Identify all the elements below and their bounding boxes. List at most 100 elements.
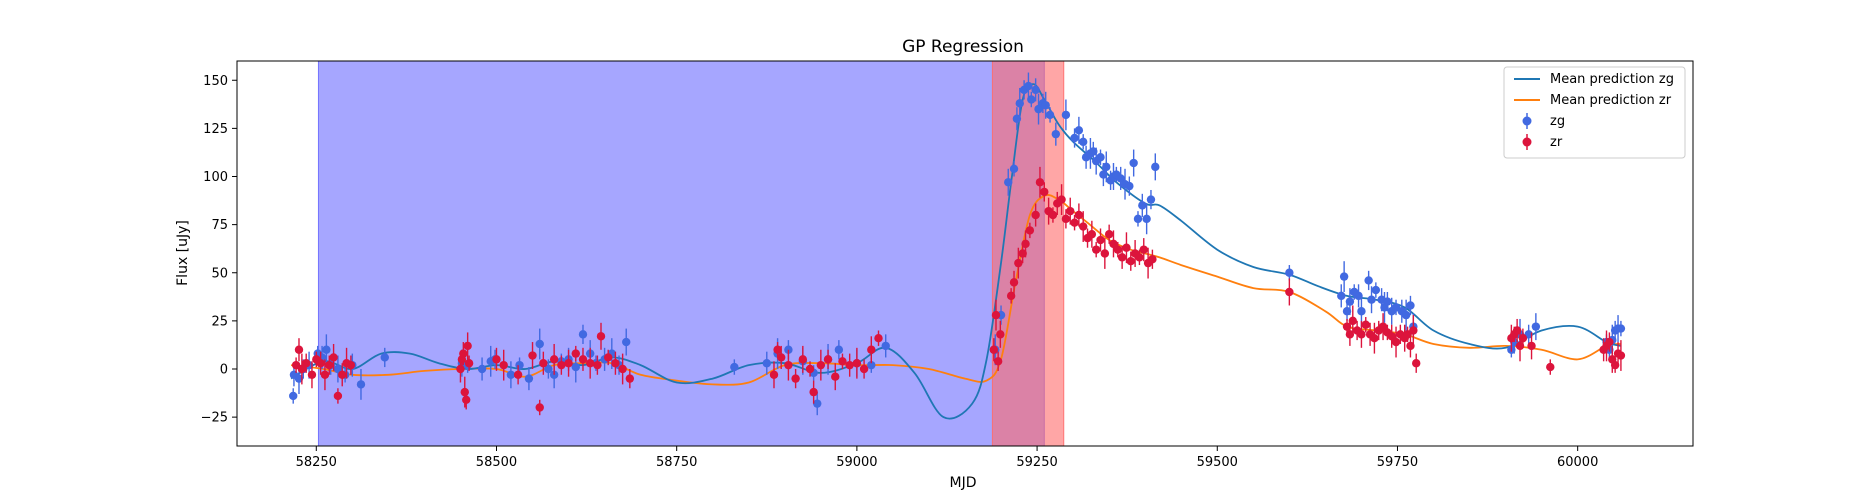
zr-point bbox=[1348, 316, 1357, 326]
zr-point bbox=[1087, 230, 1097, 239]
zr-point bbox=[492, 355, 501, 364]
legend-box bbox=[1503, 66, 1686, 159]
zr-point bbox=[1378, 322, 1388, 331]
zr-point bbox=[1122, 243, 1131, 252]
zg-point bbox=[1151, 162, 1160, 172]
zr-point bbox=[769, 370, 779, 379]
zg-point bbox=[1015, 99, 1024, 108]
zr-point bbox=[874, 334, 883, 343]
zg-point bbox=[622, 337, 631, 347]
zr-point bbox=[1616, 351, 1626, 360]
zr-point bbox=[1148, 255, 1157, 264]
zr-point bbox=[1409, 326, 1418, 335]
zr-point bbox=[463, 341, 472, 351]
highlight-spans bbox=[317, 60, 1065, 447]
span-red-1 bbox=[991, 60, 1065, 447]
legend-zg-marker-swatch bbox=[1522, 116, 1532, 126]
zg-point bbox=[1024, 81, 1033, 91]
zg-point bbox=[1099, 170, 1108, 179]
zr-point bbox=[1546, 362, 1555, 372]
zr-point bbox=[1518, 334, 1528, 343]
zr-point bbox=[1113, 245, 1123, 254]
zg-point bbox=[1102, 162, 1111, 172]
zr-point bbox=[618, 364, 627, 374]
y-axis-label: Flux [uJy] bbox=[175, 220, 191, 286]
zr-point bbox=[1021, 239, 1030, 249]
zg-point bbox=[1367, 295, 1376, 304]
zg-point bbox=[813, 399, 822, 408]
zg-point bbox=[333, 364, 343, 374]
zr-point bbox=[316, 359, 325, 368]
zr-point bbox=[604, 353, 613, 362]
zg-point bbox=[1074, 126, 1084, 135]
zg-point bbox=[1285, 268, 1294, 277]
zr-point bbox=[776, 353, 786, 362]
zr-point bbox=[593, 360, 602, 370]
zr-point bbox=[991, 310, 1001, 320]
zg-point bbox=[477, 364, 487, 374]
zg-point bbox=[881, 341, 890, 351]
zg-point bbox=[1089, 147, 1098, 156]
zr-point bbox=[1057, 195, 1066, 204]
zr-point bbox=[1135, 253, 1144, 262]
zr-point bbox=[1074, 210, 1084, 220]
zg-point bbox=[1031, 85, 1040, 95]
x-tick-label: 58750 bbox=[656, 455, 697, 470]
zr-point bbox=[564, 359, 573, 368]
zr-point bbox=[1014, 258, 1023, 268]
zr-point bbox=[996, 330, 1005, 339]
zg-point bbox=[1383, 297, 1392, 306]
zg-point bbox=[524, 374, 534, 383]
zg-point bbox=[356, 380, 366, 389]
zr-point bbox=[1100, 249, 1110, 258]
zr-point bbox=[1610, 360, 1620, 370]
data-points bbox=[289, 72, 1626, 416]
zr-point bbox=[784, 360, 793, 370]
zr-point bbox=[1061, 214, 1071, 224]
zr-point bbox=[1412, 359, 1421, 368]
y-tick-label: 100 bbox=[203, 170, 228, 185]
plot-frame bbox=[236, 60, 1694, 447]
zr-point bbox=[831, 372, 840, 381]
zr-point bbox=[1018, 249, 1027, 258]
zg-point bbox=[322, 345, 331, 354]
x-tick-label: 59000 bbox=[836, 455, 877, 470]
y-tick-label: 25 bbox=[211, 314, 228, 329]
x-axis-label: MJD bbox=[950, 475, 977, 491]
zr-point bbox=[1031, 210, 1040, 220]
x-tick-label: 59750 bbox=[1377, 455, 1418, 470]
zg-point bbox=[1034, 104, 1043, 114]
zr-point bbox=[1342, 322, 1352, 331]
zg-point bbox=[1345, 297, 1355, 306]
zr-point bbox=[513, 370, 523, 379]
zr-point bbox=[791, 374, 800, 383]
zg-point bbox=[1041, 101, 1050, 110]
zg-point bbox=[834, 345, 844, 354]
zr-point bbox=[845, 360, 854, 370]
zg-point bbox=[1079, 137, 1088, 147]
zg-point bbox=[1045, 110, 1055, 120]
zr-point bbox=[852, 359, 862, 368]
zr-point bbox=[1025, 226, 1035, 235]
legend-zr-marker-label: zr bbox=[1550, 135, 1563, 150]
zg-point bbox=[730, 362, 739, 372]
zr-point bbox=[1387, 332, 1396, 341]
zr-point bbox=[611, 359, 620, 368]
zg-point bbox=[544, 364, 553, 374]
zr-point bbox=[539, 359, 548, 368]
zg-point bbox=[867, 360, 876, 370]
zr-point bbox=[1605, 337, 1614, 347]
zr-point bbox=[867, 345, 876, 354]
zg-point bbox=[1371, 285, 1381, 295]
zr-point bbox=[528, 351, 537, 360]
legend-zr-marker-swatch bbox=[1522, 137, 1532, 147]
zr-point bbox=[798, 355, 808, 364]
y-tick-label: 0 bbox=[220, 363, 228, 378]
zr-point bbox=[1006, 291, 1016, 301]
zg-point bbox=[1125, 181, 1134, 191]
zr-point bbox=[1048, 210, 1058, 220]
zr-point bbox=[1070, 218, 1079, 227]
y-axis-ticks: −25 0 25 50 75 100 125 150 bbox=[201, 74, 237, 426]
zr-point bbox=[1117, 253, 1127, 262]
